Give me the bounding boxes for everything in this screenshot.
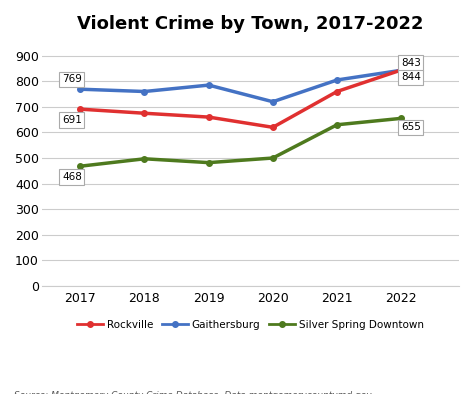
Text: Source: Montgomery County Crime Database, Data.montgomerycountymd.gov.: Source: Montgomery County Crime Database… xyxy=(14,391,374,394)
Text: 655: 655 xyxy=(401,122,421,132)
Text: 769: 769 xyxy=(62,74,82,84)
Text: 691: 691 xyxy=(62,115,82,125)
Text: 468: 468 xyxy=(62,172,82,182)
Text: 844: 844 xyxy=(401,72,421,82)
Legend: Rockville, Gaithersburg, Silver Spring Downtown: Rockville, Gaithersburg, Silver Spring D… xyxy=(73,316,428,334)
Title: Violent Crime by Town, 2017-2022: Violent Crime by Town, 2017-2022 xyxy=(77,15,424,33)
Text: 843: 843 xyxy=(401,58,421,68)
